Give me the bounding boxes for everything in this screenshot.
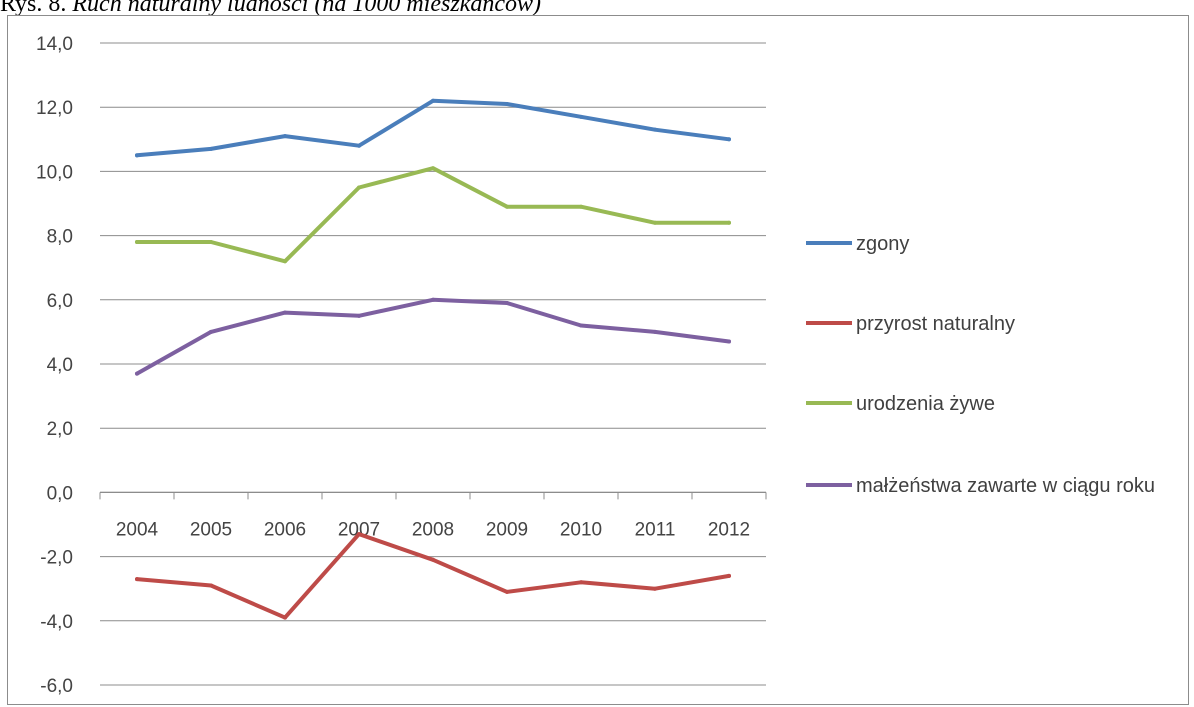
data-point xyxy=(283,310,287,315)
data-point xyxy=(579,580,583,585)
data-point xyxy=(727,220,731,225)
figure-caption: Rys. 8. Ruch naturalny ludności (na 1000… xyxy=(0,0,1194,21)
data-point xyxy=(727,573,731,578)
x-tick-label: 2007 xyxy=(338,519,380,540)
y-tick-label: 6,0 xyxy=(47,291,73,312)
chart-area: 14,0 12,0 10,0 8,0 6,0 4,0 2,0 0,0 -2,0 -4,0 -6,0 … xyxy=(7,15,1189,705)
data-point xyxy=(505,589,509,594)
data-point xyxy=(135,371,139,376)
y-tick-label: 10,0 xyxy=(36,162,73,183)
data-point xyxy=(579,114,583,119)
x-tick-label: 2010 xyxy=(560,519,602,540)
data-point xyxy=(505,204,509,209)
data-point xyxy=(135,577,139,582)
data-point xyxy=(283,615,287,620)
series-lines xyxy=(135,98,731,620)
legend-label: zgony xyxy=(856,233,909,255)
data-point xyxy=(357,185,361,190)
series-line xyxy=(135,297,731,376)
x-tick-label: 2005 xyxy=(190,519,232,540)
x-tick-label: 2004 xyxy=(116,519,159,540)
y-tick-label: 0,0 xyxy=(47,483,73,504)
y-tick-label: 12,0 xyxy=(36,98,73,119)
data-point xyxy=(135,240,139,245)
legend-label: przyrost naturalny xyxy=(856,313,1015,335)
data-point xyxy=(653,127,657,132)
series-line xyxy=(135,166,731,264)
x-tick-label: 2009 xyxy=(486,519,528,540)
y-tick-label: -4,0 xyxy=(40,612,73,633)
legend-label: urodzenia żywe xyxy=(856,393,995,415)
data-point xyxy=(579,323,583,328)
data-point xyxy=(579,204,583,209)
data-point xyxy=(431,98,435,103)
data-point xyxy=(727,339,731,344)
x-tick-label: 2008 xyxy=(412,519,454,540)
data-point xyxy=(653,220,657,225)
data-point xyxy=(209,329,213,334)
y-tick-label: 8,0 xyxy=(47,227,73,248)
data-point xyxy=(357,532,361,537)
y-tick-label: -2,0 xyxy=(40,548,73,569)
x-tick-label: 2011 xyxy=(635,519,676,540)
x-tick-label: 2012 xyxy=(708,519,750,540)
data-point xyxy=(505,101,509,106)
data-point xyxy=(505,301,509,306)
data-point xyxy=(209,146,213,151)
data-point xyxy=(209,583,213,588)
line-chart: 14,012,010,08,06,04,02,00,0-2,0-4,0-6,0 … xyxy=(36,34,1155,697)
y-axis-tick-labels: 14,0 12,0 10,0 8,0 6,0 4,0 2,0 0,0 -2,0 -4,0 -6,0 xyxy=(36,34,73,697)
legend: zgony przyrost naturalny urodzenia żywe mał… xyxy=(806,233,1155,497)
figure-number: Rys. 8. xyxy=(0,0,73,17)
data-point xyxy=(283,134,287,139)
legend-label: małżeństwa zawarte w ciągu roku xyxy=(856,475,1155,497)
data-point xyxy=(431,297,435,302)
series-line xyxy=(135,98,731,158)
data-point xyxy=(209,240,213,245)
x-tick-label: 2006 xyxy=(264,519,306,540)
x-axis: 2004 2005 2006 2007 2008 2009 2010 2011 2012 xyxy=(99,491,767,540)
data-point xyxy=(357,143,361,148)
data-point xyxy=(727,137,731,142)
data-point xyxy=(653,586,657,591)
y-tick-label: 2,0 xyxy=(47,419,73,440)
data-point xyxy=(653,329,657,334)
figure-title: Ruch naturalny ludności (na 1000 mieszka… xyxy=(72,0,541,17)
series-line xyxy=(135,532,731,620)
data-point xyxy=(135,153,139,158)
y-tick-label: -6,0 xyxy=(40,676,73,697)
data-point xyxy=(357,313,361,318)
y-tick-label: 14,0 xyxy=(36,34,73,55)
data-point xyxy=(431,557,435,562)
data-point xyxy=(283,259,287,264)
y-tick-label: 4,0 xyxy=(47,355,73,376)
data-point xyxy=(431,166,435,171)
